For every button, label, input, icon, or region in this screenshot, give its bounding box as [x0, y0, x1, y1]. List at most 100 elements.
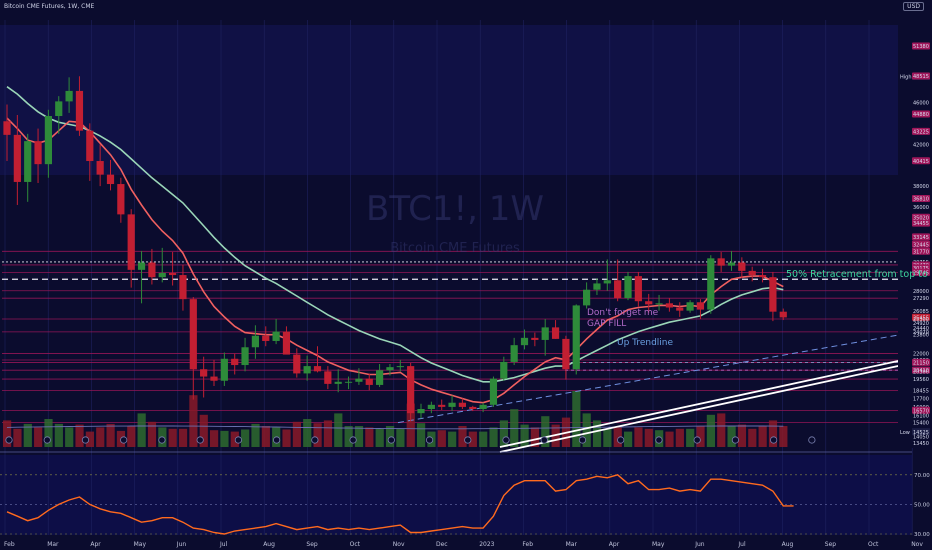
x-tick-label: Sep — [825, 541, 837, 548]
candle-body — [137, 262, 146, 270]
event-marker — [425, 436, 434, 444]
volume-average-line — [6, 425, 784, 430]
candle-body — [148, 262, 156, 278]
candle-body — [55, 101, 63, 117]
price-tick-label: 16570 — [913, 408, 929, 414]
volume-bars — [3, 391, 788, 447]
volume-bar — [396, 428, 405, 447]
candle-body — [438, 404, 446, 407]
candle-body — [24, 141, 32, 182]
candle-body — [634, 276, 642, 302]
candle-body — [158, 272, 166, 278]
volume-bar — [13, 428, 22, 447]
volume-bar — [106, 423, 115, 447]
x-tick-label: Jul — [219, 541, 228, 548]
x-tick-label: Feb — [522, 541, 533, 548]
volume-bar — [313, 423, 322, 447]
volume-bar — [334, 413, 343, 447]
volume-bar — [3, 420, 12, 447]
candle-body — [220, 358, 228, 381]
x-tick-label: Dec — [436, 541, 448, 548]
candle-body — [44, 116, 52, 165]
price-tick-label: 25300 — [913, 317, 929, 323]
volume-bar — [137, 413, 146, 447]
candle-body — [469, 406, 477, 409]
volume-bar — [65, 427, 74, 447]
horizontal-levels — [2, 250, 898, 423]
trendline-annotation: Up Trendline — [617, 338, 673, 348]
volume-bar — [541, 416, 550, 447]
event-marker — [464, 436, 472, 444]
x-tick-label: Aug — [263, 541, 275, 548]
price-tick-label: 48515 — [913, 74, 929, 80]
candle-body — [417, 408, 425, 414]
x-axis: Feb Mar Apr May Jun Jul Aug Sep Oct Nov Dec 2023 Feb… — [4, 541, 923, 548]
price-tag-box — [912, 110, 930, 118]
volume-bar — [44, 419, 53, 447]
ema-fast-line — [6, 117, 784, 404]
volume-bar — [199, 414, 208, 447]
price-tick-label: 14050 — [913, 435, 929, 441]
candle-body — [396, 366, 404, 368]
volume-bar — [706, 414, 715, 447]
candle-body — [303, 366, 311, 374]
price-tick-label: 17700 — [913, 397, 929, 403]
price-tick-label: 32445 — [913, 242, 929, 248]
volume-bar — [344, 426, 353, 447]
volume-bar — [644, 428, 653, 447]
price-tick-label: 19560 — [913, 377, 929, 383]
rsi-tick-label: 50.00 — [914, 502, 930, 508]
event-marker — [311, 436, 319, 444]
candle-body — [13, 134, 21, 182]
volume-bar — [696, 426, 705, 447]
candle-body — [272, 331, 280, 341]
candle-body — [86, 130, 94, 162]
chart-header-title: Bitcoin CME Futures, 1W, CME — [4, 3, 95, 10]
volume-bar — [624, 431, 633, 447]
candle-body — [686, 302, 694, 311]
volume-bar — [717, 413, 726, 447]
price-tag-box — [912, 366, 930, 374]
volume-bar — [675, 428, 684, 447]
event-marker — [808, 436, 816, 444]
candle-body — [117, 184, 125, 215]
price-tag-box — [912, 213, 930, 221]
candle-body — [179, 275, 187, 300]
candle-body — [231, 358, 239, 366]
price-tag-box — [912, 72, 930, 80]
price-tag-name: High — [900, 75, 912, 81]
volume-bar — [147, 421, 157, 447]
volume-bar — [23, 423, 32, 447]
price-tick-label: 20410 — [913, 368, 929, 374]
price-axis-bg — [898, 18, 932, 448]
candle-body — [769, 277, 777, 312]
volume-bar — [75, 424, 84, 447]
currency-badge[interactable]: USD — [903, 2, 924, 11]
candle-body — [376, 370, 384, 385]
candle-body — [210, 376, 218, 381]
volume-bar — [365, 427, 374, 447]
candle-body — [551, 327, 560, 339]
price-tick-label: 20300 — [913, 369, 929, 375]
candle-body — [386, 367, 394, 371]
x-tick-label: Apr — [90, 541, 101, 548]
price-tag-box — [912, 219, 930, 227]
volume-bar — [282, 429, 291, 447]
x-tick-label: May — [652, 541, 665, 548]
volume-bar — [354, 426, 364, 447]
candle-body — [324, 371, 332, 384]
candle-body — [738, 262, 746, 271]
x-tick-label: Jul — [737, 541, 746, 548]
x-tick-label: May — [134, 541, 147, 548]
candle-body — [365, 378, 373, 385]
event-marker — [5, 436, 13, 444]
price-tick-label: 21150 — [913, 360, 929, 366]
candle-body — [106, 174, 115, 185]
candle-body — [717, 258, 725, 266]
price-tick-label: 42000 — [913, 142, 929, 148]
rsi-tick-label: 30.00 — [914, 532, 930, 538]
rsi-line — [6, 474, 794, 535]
x-tick-label: Apr — [609, 541, 620, 548]
price-tag-box — [912, 247, 930, 255]
